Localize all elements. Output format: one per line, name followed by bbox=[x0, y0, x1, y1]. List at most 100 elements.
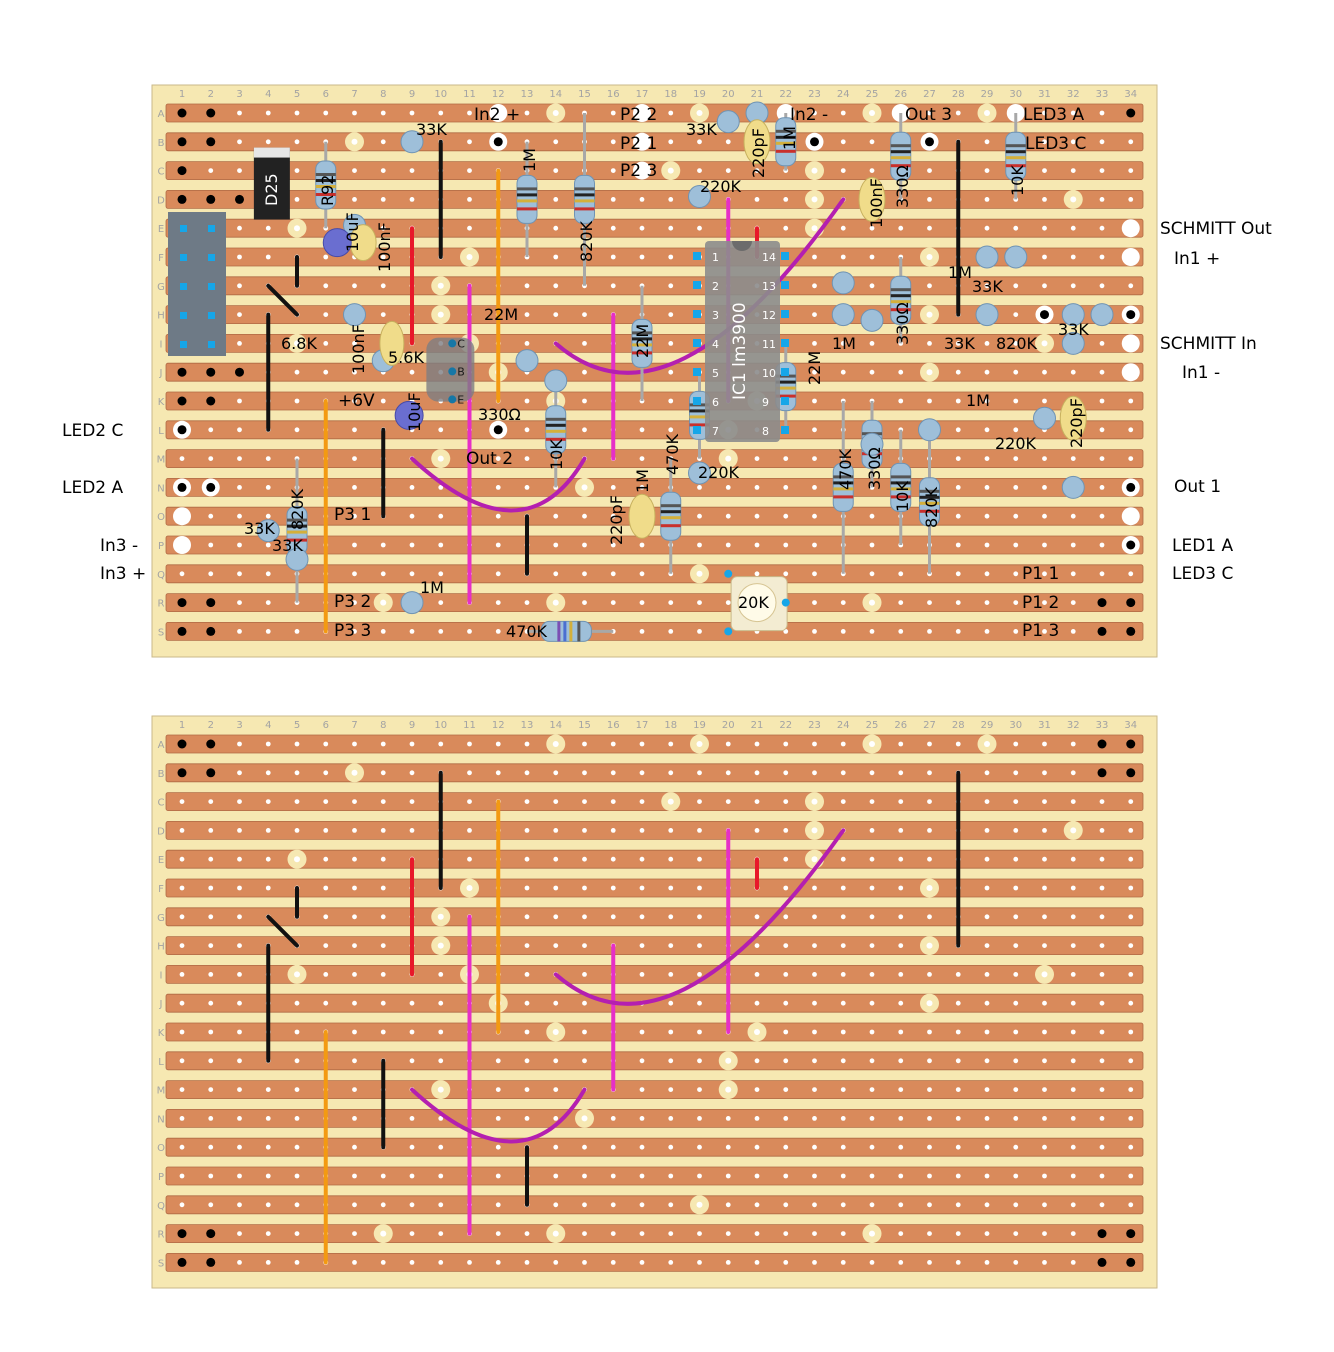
strip-hole bbox=[1042, 1000, 1047, 1006]
strip-hole bbox=[524, 943, 530, 948]
column-number: 16 bbox=[607, 720, 620, 731]
strip-hole bbox=[179, 972, 185, 977]
strip-hole bbox=[898, 972, 904, 977]
label-led3-a: LED3 A bbox=[1023, 105, 1085, 125]
strip-hole bbox=[352, 741, 357, 747]
strip-hole bbox=[610, 225, 616, 231]
value-r-470k-a: 470K bbox=[663, 433, 682, 475]
strip-hole bbox=[697, 828, 702, 833]
strip-hole bbox=[1099, 1087, 1105, 1092]
strip-hole bbox=[438, 1029, 444, 1035]
color-band bbox=[890, 481, 911, 485]
ic-pin-number: 12 bbox=[762, 309, 776, 322]
header-pin bbox=[208, 312, 215, 319]
header-pin bbox=[180, 312, 187, 319]
strip-hole bbox=[237, 513, 242, 519]
strip-hole bbox=[1099, 571, 1105, 577]
strip-hole bbox=[1013, 770, 1019, 776]
strip-hole bbox=[984, 629, 990, 634]
strip-hole bbox=[754, 456, 760, 461]
strip-hole bbox=[610, 197, 616, 202]
color-band bbox=[689, 415, 710, 419]
row-letter: L bbox=[158, 426, 164, 437]
track-cut-hole bbox=[437, 942, 444, 949]
off-board-pad bbox=[633, 161, 651, 180]
strip-hole bbox=[1099, 513, 1105, 519]
connection-point bbox=[1126, 598, 1136, 608]
track-cut-hole bbox=[667, 167, 674, 174]
strip-hole bbox=[984, 799, 990, 804]
trimmer-pin bbox=[724, 569, 733, 578]
strip-hole bbox=[1042, 283, 1047, 289]
strip-hole bbox=[840, 943, 846, 948]
track-cut-hole bbox=[696, 570, 703, 577]
strip-hole bbox=[495, 1231, 501, 1236]
copper-strip bbox=[165, 878, 1144, 898]
strip-hole bbox=[265, 799, 271, 804]
value-c-10uf-a: 10uF bbox=[343, 212, 362, 252]
strip-hole bbox=[237, 629, 242, 634]
off-board-pad bbox=[489, 104, 508, 122]
connection-point bbox=[206, 626, 216, 636]
ic-pin bbox=[693, 252, 701, 260]
strip-hole bbox=[1099, 168, 1105, 174]
strip-hole bbox=[179, 1144, 185, 1150]
strip-hole bbox=[352, 197, 357, 202]
header-pin bbox=[180, 341, 187, 348]
strip-hole bbox=[1042, 1260, 1047, 1265]
strip-hole bbox=[208, 828, 214, 833]
column-number: 23 bbox=[808, 720, 821, 731]
strip-hole bbox=[582, 341, 587, 346]
strip-hole bbox=[524, 770, 530, 776]
strip-hole bbox=[1128, 972, 1134, 977]
row-letter: Q bbox=[157, 570, 165, 581]
strip-hole bbox=[553, 1000, 559, 1006]
strip-hole bbox=[467, 1260, 472, 1265]
strip-hole bbox=[1013, 456, 1019, 461]
strip-hole bbox=[610, 485, 616, 490]
strip-hole bbox=[294, 427, 300, 433]
strip-hole bbox=[1070, 1144, 1076, 1150]
strip-hole bbox=[869, 885, 875, 891]
off-board-pad bbox=[1121, 507, 1140, 526]
copper-strip bbox=[165, 535, 1144, 555]
connection-point bbox=[1097, 626, 1107, 636]
strip-hole bbox=[984, 571, 990, 577]
label-led3-c-top: LED3 C bbox=[1025, 134, 1086, 154]
strip-hole bbox=[237, 770, 242, 776]
strip-hole bbox=[1128, 1202, 1134, 1208]
strip-hole bbox=[697, 629, 702, 634]
strip-hole bbox=[1070, 225, 1076, 231]
strip-hole bbox=[812, 110, 817, 116]
strip-hole bbox=[237, 427, 242, 433]
strip-hole bbox=[1013, 571, 1019, 577]
strip-hole bbox=[668, 1000, 674, 1006]
strip-hole bbox=[237, 542, 242, 548]
strip-hole bbox=[409, 110, 415, 116]
value-r-220k-a: 220K bbox=[700, 177, 742, 196]
strip-hole bbox=[208, 1000, 214, 1006]
strip-hole bbox=[610, 885, 616, 891]
strip-hole bbox=[524, 1058, 530, 1064]
strip-hole bbox=[898, 1231, 904, 1236]
color-band bbox=[545, 417, 566, 421]
strip-hole bbox=[1013, 1116, 1019, 1121]
strip-hole bbox=[1042, 1231, 1047, 1236]
value-c-220pf-b: 220pF bbox=[607, 495, 626, 545]
strip-hole bbox=[294, 1231, 300, 1236]
header-pin bbox=[180, 254, 187, 261]
strip-hole bbox=[208, 1144, 214, 1150]
strip-hole bbox=[237, 254, 242, 260]
strip-hole bbox=[582, 369, 587, 375]
strip-hole bbox=[1128, 139, 1134, 145]
strip-hole bbox=[697, 799, 702, 804]
strip-hole bbox=[1042, 1029, 1047, 1035]
strip-hole bbox=[1042, 225, 1047, 231]
strip-hole bbox=[898, 856, 904, 862]
strip-hole bbox=[984, 1058, 990, 1064]
strip-hole bbox=[840, 225, 846, 231]
strip-hole bbox=[495, 456, 501, 461]
strip-hole bbox=[927, 1058, 932, 1064]
strip-hole bbox=[668, 741, 674, 747]
pad-center bbox=[493, 425, 503, 435]
